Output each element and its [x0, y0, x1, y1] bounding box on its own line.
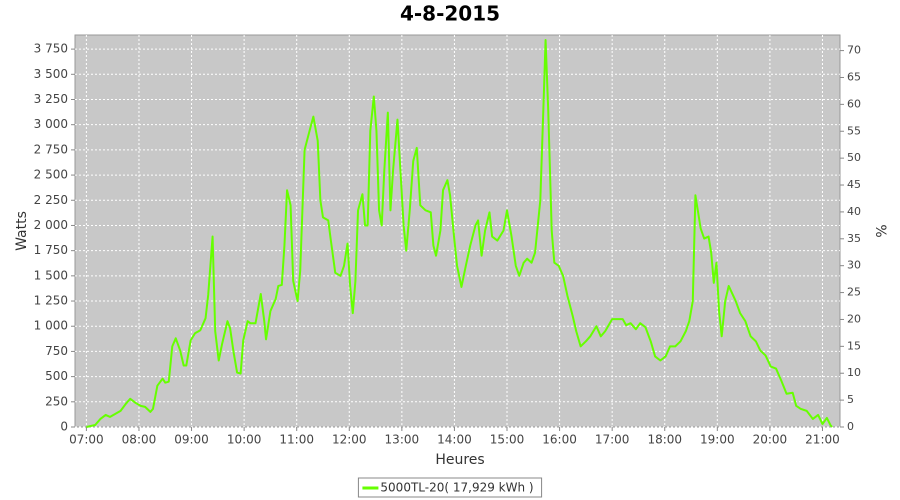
plot-background — [74, 34, 841, 428]
y2-tick-label: 20 — [847, 312, 861, 325]
y2-tick-label: 0 — [847, 420, 854, 433]
x-tick-label: 14:00 — [437, 433, 472, 447]
y-tick-label: 2 000 — [34, 218, 68, 232]
y2-tick-label: 40 — [847, 205, 861, 218]
y-tick-label: 1 500 — [34, 268, 68, 282]
x-tick-label: 09:00 — [174, 433, 209, 447]
y2-tick-label: 5 — [847, 393, 854, 406]
y2-tick-label: 70 — [847, 44, 861, 57]
y-tick-label: 3 000 — [34, 117, 68, 131]
y-tick-label: 250 — [45, 394, 68, 408]
legend: 5000TL-20( 17,929 kWh ) — [357, 477, 543, 498]
y-tick-label: 3 750 — [34, 42, 68, 56]
y-tick-label: 2 750 — [34, 142, 68, 156]
y-tick-label: 0 — [60, 420, 68, 434]
x-tick-label: 19:00 — [700, 433, 735, 447]
x-tick-label: 08:00 — [122, 433, 157, 447]
y2-tick-label: 45 — [847, 178, 861, 191]
y-tick-label: 1 000 — [34, 319, 68, 333]
x-tick-label: 17:00 — [595, 433, 630, 447]
y-tick-label: 2 500 — [34, 168, 68, 182]
y2-tick-label: 25 — [847, 286, 861, 299]
y2-tick-label: 15 — [847, 339, 861, 352]
y2-tick-label: 35 — [847, 232, 861, 245]
y-tick-label: 3 500 — [34, 67, 68, 81]
x-tick-label: 16:00 — [542, 433, 577, 447]
legend-box — [357, 477, 543, 498]
x-tick-label: 20:00 — [753, 433, 788, 447]
y2-tick-label: 30 — [847, 259, 861, 272]
x-tick-label: 10:00 — [227, 433, 262, 447]
y-tick-label: 1 250 — [34, 294, 68, 308]
x-tick-label: 13:00 — [385, 433, 420, 447]
data-line — [86, 39, 833, 428]
y-tick-label: 2 250 — [34, 193, 68, 207]
y2-tick-label: 60 — [847, 97, 861, 110]
chart-title: 4-8-2015 — [400, 2, 500, 26]
legend-label: 5000TL-20( 17,929 kWh ) — [380, 481, 533, 495]
x-tick-label: 11:00 — [279, 433, 314, 447]
x-tick-label: 07:00 — [69, 433, 104, 447]
y-tick-label: 750 — [45, 344, 68, 358]
y-tick-label: 3 250 — [34, 92, 68, 106]
y2-tick-label: 50 — [847, 151, 861, 164]
x-tick-label: 12:00 — [332, 433, 367, 447]
y2-tick-label: 65 — [847, 70, 861, 83]
y2-tick-label: 55 — [847, 124, 861, 137]
x-tick-label: 21:00 — [805, 433, 840, 447]
y2-axis-label: % — [872, 224, 888, 237]
y-tick-label: 500 — [45, 369, 68, 383]
y-axis-label: Watts — [14, 211, 30, 251]
x-axis-label: Heures — [435, 452, 484, 468]
x-tick-label: 15:00 — [490, 433, 525, 447]
x-tick-label: 18:00 — [647, 433, 682, 447]
y-tick-label: 1 750 — [34, 243, 68, 257]
y2-tick-label: 10 — [847, 366, 861, 379]
